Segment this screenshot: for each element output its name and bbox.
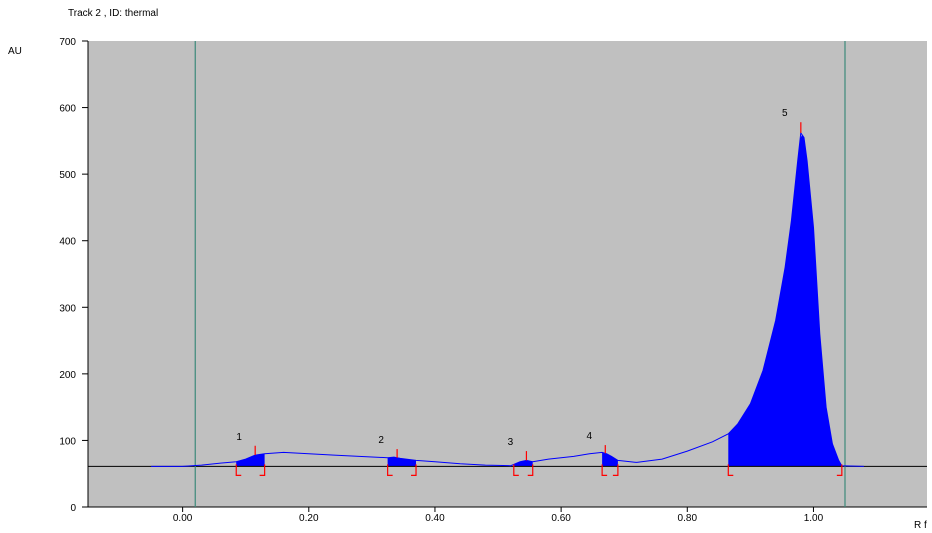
peak-start-marker-1 [235,464,242,476]
peak-label-3: 3 [508,437,514,448]
x-tick-label: 0.80 [678,513,698,524]
chart-title: Track 2 , ID: thermal [68,8,158,19]
peak-label-2: 2 [378,435,384,446]
peak-area-5 [728,134,842,467]
y-axis-title: AU [8,46,22,57]
peak-end-marker-4 [612,464,619,476]
peak-end-marker-5 [836,464,843,476]
peak-label-5: 5 [782,108,788,119]
signal-trace [151,131,864,467]
x-tick-label: 0.60 [551,513,571,524]
x-tick-label: 1.00 [804,513,824,524]
peak-start-marker-4 [601,464,608,476]
peak-area-3 [513,460,533,467]
x-tick-label: 0.00 [173,513,193,524]
peak-markers: 1 2 3 4 5 [235,108,843,476]
peak-start-marker-2 [387,464,393,476]
y-tick-label: 700 [59,37,76,48]
peak-label-4: 4 [586,431,592,442]
peak-area-2 [387,457,417,467]
peak-start-marker-3 [513,464,519,476]
y-tick-label: 500 [59,170,76,181]
signal-lines [88,41,927,507]
y-tick-label: 300 [59,303,76,314]
peak-area-1 [236,453,265,467]
peak-fills [236,134,842,467]
x-tick-label: 0.40 [425,513,445,524]
peak-area-4 [602,452,618,467]
peak-end-marker-3 [527,464,534,476]
peak-start-marker-5 [727,464,734,476]
peak-end-marker-2 [411,464,417,476]
y-tick-label: 0 [70,503,76,514]
x-axis-title: R f [914,520,927,531]
peak-end-marker-1 [259,464,266,476]
peak-label-1: 1 [236,432,242,443]
y-tick-label: 200 [59,370,76,381]
x-tick-label: 0.20 [299,513,319,524]
axis-ticks: 0 100 200 300 400 500 600 700 0.00 0.20 0.40 0.60 0.… [59,37,927,524]
y-tick-label: 100 [59,436,76,447]
y-tick-label: 400 [59,237,76,248]
y-tick-label: 600 [59,104,76,115]
